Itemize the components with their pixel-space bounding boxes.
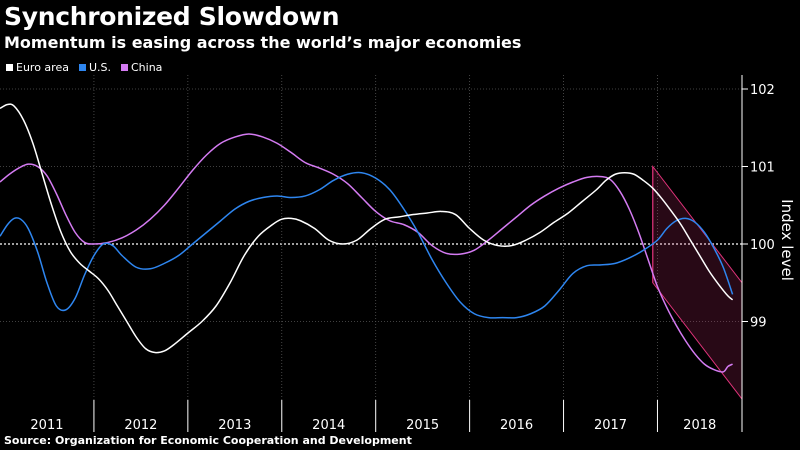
legend: Euro area U.S. China xyxy=(6,61,162,74)
x-tick-label: 2011 xyxy=(30,418,63,433)
y-tick-label: 99 xyxy=(750,316,767,331)
y-tick-label: 102 xyxy=(750,83,775,98)
legend-label-euro: Euro area xyxy=(16,61,69,74)
legend-item-euro: Euro area xyxy=(6,61,69,74)
legend-label-china: China xyxy=(131,61,163,74)
x-tick-label: 2013 xyxy=(218,418,251,433)
series-lines xyxy=(0,103,734,373)
legend-swatch-euro xyxy=(6,64,13,71)
y-axis-label: Index level xyxy=(778,199,796,281)
x-tick-label: 2014 xyxy=(312,418,345,433)
x-tick-label: 2016 xyxy=(500,418,533,433)
series-line-euroarea xyxy=(0,103,734,354)
series-line-china xyxy=(0,133,733,373)
legend-item-china: China xyxy=(121,61,162,74)
x-tick-label: 2018 xyxy=(683,418,716,433)
legend-swatch-china xyxy=(121,64,128,71)
x-tick-label: 2015 xyxy=(406,418,439,433)
axes: 99 100 101 102 2011 2012 2013 2014 2015 2016 2017 2… xyxy=(30,75,775,433)
legend-label-us: U.S. xyxy=(88,61,111,74)
source-note: Source: Organization for Economic Cooper… xyxy=(4,434,412,447)
x-tick-label: 2017 xyxy=(594,418,627,433)
series-line-us xyxy=(0,171,734,319)
chart-subtitle: Momentum is easing across the world’s ma… xyxy=(4,33,522,52)
grid xyxy=(0,75,742,400)
y-tick-label: 101 xyxy=(750,161,775,176)
legend-swatch-us xyxy=(78,64,86,71)
x-tick-label: 2012 xyxy=(124,418,157,433)
chart-title: Synchronized Slowdown xyxy=(4,2,340,31)
y-tick-label: 100 xyxy=(750,238,775,253)
legend-item-us: U.S. xyxy=(78,61,111,74)
